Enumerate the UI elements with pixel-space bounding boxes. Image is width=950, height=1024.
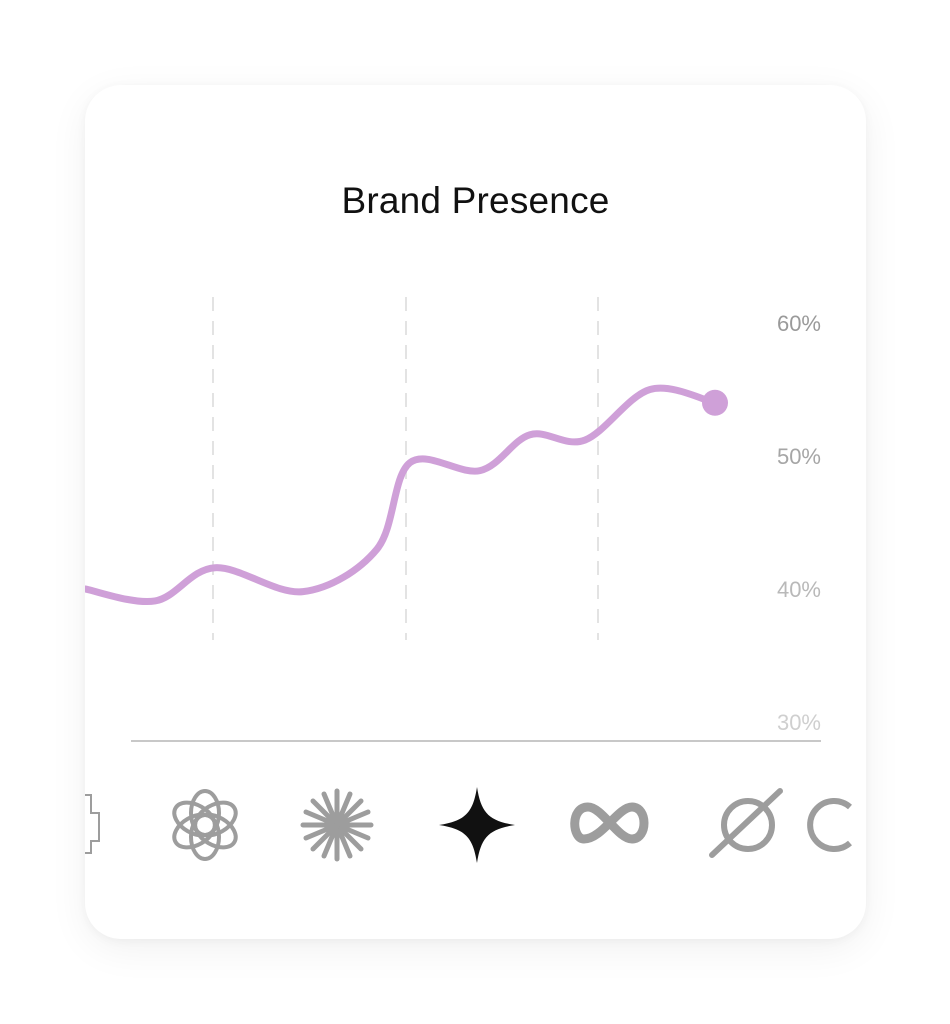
y-axis-ticks: 30% 40% 50% 60% — [777, 311, 821, 735]
grok-icon[interactable] — [709, 788, 783, 858]
y-tick-label: 60% — [777, 311, 821, 336]
y-tick-label: 40% — [777, 577, 821, 602]
meta-infinity-icon[interactable] — [570, 802, 649, 844]
series-line — [85, 384, 719, 606]
platform-icon-row — [85, 787, 852, 863]
brand-presence-card: Brand Presence 30% 40% 50% 60% — [85, 85, 866, 939]
partial-left-icon[interactable] — [85, 794, 100, 854]
end-marker — [702, 389, 728, 416]
brand-presence-chart: 30% 40% 50% 60% — [85, 297, 852, 863]
chart-title: Brand Presence — [341, 180, 610, 221]
openai-icon[interactable] — [169, 789, 242, 861]
gemini-sparkle-icon[interactable] — [439, 787, 515, 863]
y-tick-label: 30% — [777, 710, 821, 735]
y-tick-label: 50% — [777, 444, 821, 469]
claude-starburst-icon[interactable] — [300, 788, 374, 862]
partial-right-icon[interactable] — [807, 798, 852, 852]
